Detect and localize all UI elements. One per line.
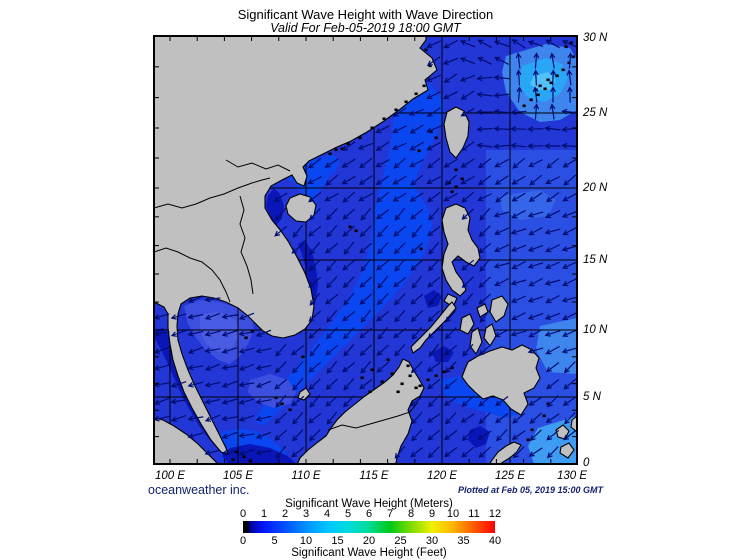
cb-feet-tick-10: 10 xyxy=(299,535,313,547)
cb-meters-tick-7: 7 xyxy=(386,508,394,520)
cb-feet-tick-40: 40 xyxy=(488,535,502,547)
china-province-border xyxy=(225,159,291,172)
map-layers xyxy=(154,36,577,464)
lon-label-0: 100 E xyxy=(154,470,186,482)
cb-meters-tick-9: 9 xyxy=(428,508,436,520)
cb-feet-tick-5: 5 xyxy=(271,535,278,547)
land-sulawesi xyxy=(489,441,522,464)
land-borneo xyxy=(296,358,425,464)
cb-meters-tick-0: 0 xyxy=(239,508,247,520)
lat-label-4: 10 N xyxy=(583,324,608,336)
cb-meters-tick-3: 3 xyxy=(302,508,310,520)
ocean-region-se-pale-1 xyxy=(536,318,577,374)
lon-label-3: 115 E xyxy=(359,470,389,482)
ocean-region-central-bright-band xyxy=(254,78,444,426)
plotted-timestamp: Plotted at Feb 05, 2019 15:00 GMT xyxy=(458,485,604,495)
cb-feet-tick-35: 35 xyxy=(457,535,470,547)
cb-meters-tick-8: 8 xyxy=(407,508,415,520)
lat-label-5: 5 N xyxy=(583,391,601,403)
land-halmahera-b xyxy=(559,442,575,459)
lat-label-1: 25 N xyxy=(583,107,608,119)
colorbar-title-feet: Significant Wave Height (Feet) xyxy=(291,547,447,559)
cb-meters-tick-6: 6 xyxy=(365,508,373,520)
ocean-region-sulu-dark xyxy=(432,346,454,362)
map-frame xyxy=(153,35,578,465)
lat-label-6: 0 xyxy=(583,457,590,469)
lon-label-5: 125 E xyxy=(494,470,526,482)
vietnam-laos-border xyxy=(239,195,254,295)
land-luzon xyxy=(441,203,481,297)
credit-text: oceanweather inc. xyxy=(148,483,250,497)
cb-meters-tick-12: 12 xyxy=(488,508,502,520)
lon-label-1: 105 E xyxy=(222,470,254,482)
cb-meters-tick-5: 5 xyxy=(344,508,352,520)
lon-label-6: 130 E xyxy=(556,470,588,482)
ocean-region-makassar-dark xyxy=(468,426,490,448)
land-samar-leyte xyxy=(489,295,509,323)
colorbar-gradient xyxy=(243,521,495,533)
land-mindanao xyxy=(461,344,541,416)
colorbar-title-meters: Significant Wave Height (Meters) xyxy=(285,498,453,510)
borneo-border xyxy=(327,401,419,431)
lon-label-4: 120 E xyxy=(426,470,458,482)
cb-meters-tick-4: 4 xyxy=(323,508,331,520)
lat-label-2: 20 N xyxy=(583,182,608,194)
ocean-region-gulf-thailand-lighter xyxy=(200,312,240,352)
cb-feet-tick-25: 25 xyxy=(394,535,407,547)
lon-label-2: 110 E xyxy=(291,470,321,482)
cb-meters-tick-1: 1 xyxy=(260,508,268,520)
land-negros xyxy=(469,327,483,356)
land-panay xyxy=(459,313,475,335)
land-sumatra xyxy=(154,417,218,464)
cb-meters-tick-2: 2 xyxy=(281,508,289,520)
cb-feet-tick-30: 30 xyxy=(425,535,439,547)
valid-time-subtitle: Valid For Feb-05-2019 18:00 GMT xyxy=(270,21,461,35)
land-cebu-bohol xyxy=(483,323,497,347)
cb-meters-tick-10: 10 xyxy=(446,508,460,520)
lat-label-3: 15 N xyxy=(583,254,608,266)
cb-feet-tick-15: 15 xyxy=(331,535,344,547)
page-title: Significant Wave Height with Wave Direct… xyxy=(237,7,494,22)
land-natuna xyxy=(297,387,311,401)
china-vietnam-border xyxy=(154,177,271,209)
land-layer xyxy=(154,36,577,464)
cb-meters-tick-11: 11 xyxy=(468,508,480,520)
cb-feet-tick-0: 0 xyxy=(239,535,247,547)
cb-feet-tick-20: 20 xyxy=(362,535,376,547)
thailand-border xyxy=(154,247,231,303)
lat-label-0: 30 N xyxy=(583,32,608,44)
land-edge-island xyxy=(570,415,577,433)
land-asia-mainland xyxy=(154,36,438,455)
